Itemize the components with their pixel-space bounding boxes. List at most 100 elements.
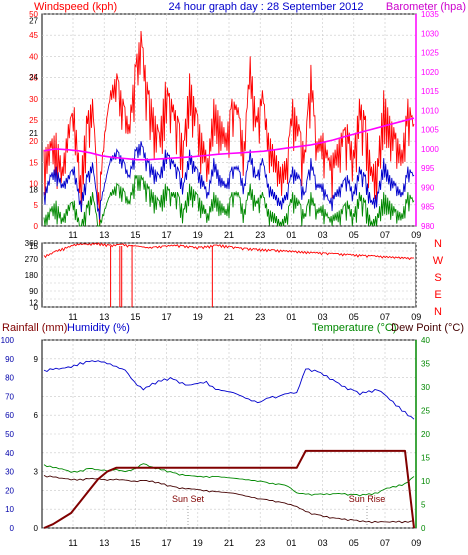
direction-letter: N: [434, 238, 442, 250]
rainfall-axis-title: Rainfall (mm): [2, 322, 67, 334]
humidity-axis-title: Humidity (%): [67, 322, 130, 334]
humidity-y-tick-label: 30: [5, 468, 14, 477]
barometer-y-tick-label: 1005: [421, 126, 439, 135]
temperature-axis-title: Temperature (°C): [312, 322, 396, 334]
direction-y-tick-label: 360: [25, 239, 39, 248]
barometer-y-tick-label: 1010: [421, 106, 439, 115]
direction-x-tick-label: 21: [224, 312, 234, 322]
wind-y-tick-label: 5: [34, 201, 39, 210]
direction-x-tick-label: 15: [130, 312, 140, 322]
temperature-x-tick-label: 03: [318, 538, 328, 548]
wind-y-tick-label: 45: [29, 31, 38, 40]
humidity-y-tick-label: 100: [1, 336, 15, 345]
temperature-x-tick-label: 19: [193, 538, 203, 548]
wind-x-tick-label: 17: [162, 230, 172, 240]
humidity-y-tick-label: 40: [5, 449, 14, 458]
wind-y-tick-label: 35: [29, 74, 38, 83]
humidity-line: [43, 360, 415, 420]
temperature-x-tick-label: 15: [130, 538, 140, 548]
wind-y-tick-label: 30: [29, 95, 38, 104]
windspeed-gust-line: [43, 30, 415, 227]
barometer-y-tick-label: 1035: [421, 10, 439, 19]
dewpoint-line: [43, 475, 414, 524]
wind-y-tick-label: 50: [29, 10, 38, 19]
direction-letter: E: [434, 289, 441, 301]
wind-x-tick-label: 09: [411, 230, 421, 240]
temperature-y-tick-label: 30: [421, 383, 430, 392]
wind-x-tick-label: 03: [318, 230, 328, 240]
direction-x-tick-label: 23: [255, 312, 265, 322]
direction-y-tick-label: 90: [29, 287, 38, 296]
rainfall-y-tick-label: 18: [29, 186, 38, 195]
wind-x-tick-label: 13: [99, 230, 109, 240]
humidity-y-tick-label: 10: [5, 505, 14, 514]
wind-x-tick-label: 11: [68, 230, 77, 240]
wind-y-tick-label: 15: [29, 158, 38, 167]
direction-x-tick-label: 17: [162, 312, 172, 322]
humidity-y-tick-label: 50: [5, 430, 14, 439]
temperature-y-tick-label: 20: [421, 430, 430, 439]
temperature-x-tick-label: 07: [380, 538, 390, 548]
direction-x-tick-label: 01: [286, 312, 296, 322]
barometer-y-tick-label: 995: [421, 164, 435, 173]
wind-y-tick-label: 25: [29, 116, 38, 125]
temperature-y-tick-label: 35: [421, 360, 430, 369]
direction-letter: N: [434, 306, 442, 318]
wind-x-tick-label: 21: [224, 230, 234, 240]
barometer-y-tick-label: 1000: [421, 145, 439, 154]
barometer-y-tick-label: 990: [421, 183, 435, 192]
wind-x-tick-label: 01: [286, 230, 296, 240]
barometer-y-tick-label: 1025: [421, 49, 439, 58]
windspeed-low-line: [43, 174, 415, 227]
barometer-y-tick-label: 1030: [421, 29, 439, 38]
wind-y-tick-label: 40: [29, 52, 38, 61]
temperature-line: [43, 463, 415, 497]
rainfall-y-tick-label: 0: [34, 524, 39, 533]
humidity-y-tick-label: 90: [5, 355, 14, 364]
temperature-y-tick-label: 15: [421, 454, 430, 463]
rainfall-y-tick-label: 3: [34, 468, 39, 477]
temperature-x-tick-label: 21: [224, 538, 234, 548]
wind-y-tick-label: 10: [29, 180, 38, 189]
direction-x-tick-label: 11: [68, 312, 77, 322]
rainfall-y-tick-label: 12: [29, 298, 38, 307]
temperature-y-tick-label: 5: [421, 501, 426, 510]
humidity-y-tick-label: 0: [10, 524, 15, 533]
rainfall-y-tick-label: 6: [34, 411, 39, 420]
rainfall-y-tick-label: 24: [29, 73, 38, 82]
graph-title: 24 hour graph day : 28 September 2012: [168, 1, 363, 13]
temperature-x-tick-label: 11: [68, 538, 77, 548]
barometer-y-tick-label: 1020: [421, 68, 439, 77]
temperature-x-tick-label: 13: [99, 538, 109, 548]
wind-direction-line: [43, 242, 415, 261]
temperature-x-tick-label: 09: [411, 538, 421, 548]
humidity-y-tick-label: 60: [5, 411, 14, 420]
sunset-label: Sun Set: [172, 494, 205, 504]
barometer-axis-title: Barometer (hpa): [386, 1, 466, 13]
temperature-x-tick-label: 01: [286, 538, 296, 548]
direction-y-tick-label: 180: [25, 271, 39, 280]
barometer-y-tick-label: 980: [421, 222, 435, 231]
windspeed-axis-title: Windspeed (kph): [34, 1, 117, 13]
barometer-y-tick-label: 985: [421, 203, 435, 212]
humidity-y-tick-label: 80: [5, 374, 14, 383]
direction-x-tick-label: 05: [349, 312, 359, 322]
temperature-x-tick-label: 17: [162, 538, 172, 548]
humidity-y-tick-label: 70: [5, 392, 14, 401]
direction-x-tick-label: 13: [99, 312, 109, 322]
barometer-line: [43, 117, 415, 161]
temperature-y-tick-label: 40: [421, 336, 430, 345]
sunrise-label: Sun Rise: [349, 494, 386, 504]
rainfall-y-tick-label: 9: [34, 355, 39, 364]
temperature-y-tick-label: 25: [421, 407, 430, 416]
rainfall-y-tick-label: 27: [29, 16, 38, 25]
humidity-y-tick-label: 20: [5, 486, 14, 495]
temperature-y-tick-label: 0: [421, 524, 426, 533]
temperature-x-tick-label: 05: [349, 538, 359, 548]
direction-letter: W: [433, 255, 444, 267]
direction-x-tick-label: 19: [193, 312, 203, 322]
wind-y-tick-label: 0: [34, 222, 39, 231]
